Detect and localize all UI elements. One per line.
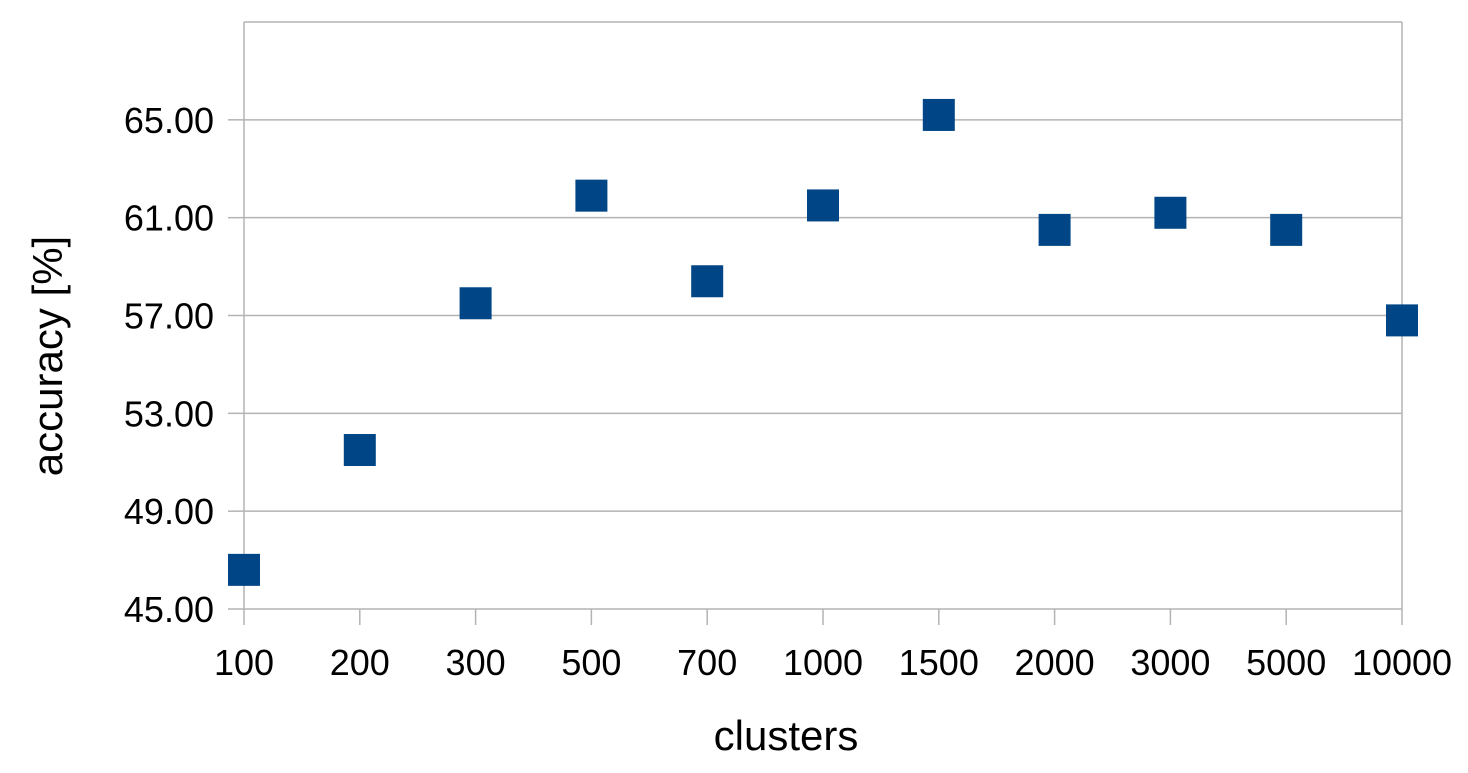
y-axis-ticks: 45.00 49.00 53.00 57.00 61.00 65.00: [124, 100, 244, 630]
x-tick-label: 10000: [1352, 642, 1452, 683]
x-tick-label: 200: [330, 642, 390, 683]
x-tick-label: 700: [677, 642, 737, 683]
data-point-marker: [1038, 213, 1071, 246]
y-tick-label: 53.00: [124, 393, 214, 434]
data-point-marker: [228, 553, 260, 586]
x-axis-ticks: 100 200 300 500 700 1000 1500 2000 3000 5000 10000: [214, 609, 1452, 683]
x-tick-label: 100: [214, 642, 274, 683]
data-point-marker: [1270, 213, 1303, 246]
x-tick-label: 3000: [1130, 642, 1210, 683]
data-point-marker: [343, 434, 376, 467]
x-tick-label: 1000: [783, 642, 863, 683]
grid-lines: [244, 119, 1402, 512]
data-point-marker: [459, 287, 492, 320]
y-tick-label: 65.00: [124, 100, 214, 141]
y-tick-label: 49.00: [124, 491, 214, 532]
data-point-marker: [1154, 196, 1187, 229]
data-point-marker: [922, 98, 955, 131]
data-point-marker: [1386, 304, 1418, 337]
x-tick-label: 300: [446, 642, 506, 683]
data-point-marker: [575, 179, 608, 212]
x-tick-label: 1500: [899, 642, 979, 683]
y-tick-label: 61.00: [124, 198, 214, 239]
x-tick-label: 5000: [1246, 642, 1326, 683]
y-axis-title: accuracy [%]: [24, 236, 71, 476]
x-tick-label: 500: [561, 642, 621, 683]
x-tick-label: 2000: [1015, 642, 1095, 683]
y-tick-label: 57.00: [124, 296, 214, 337]
data-point-marker: [807, 189, 839, 222]
y-tick-label: 45.00: [124, 589, 214, 630]
x-axis-title: clusters: [714, 712, 859, 759]
data-point-marker: [691, 265, 724, 298]
data-points: [228, 98, 1418, 586]
